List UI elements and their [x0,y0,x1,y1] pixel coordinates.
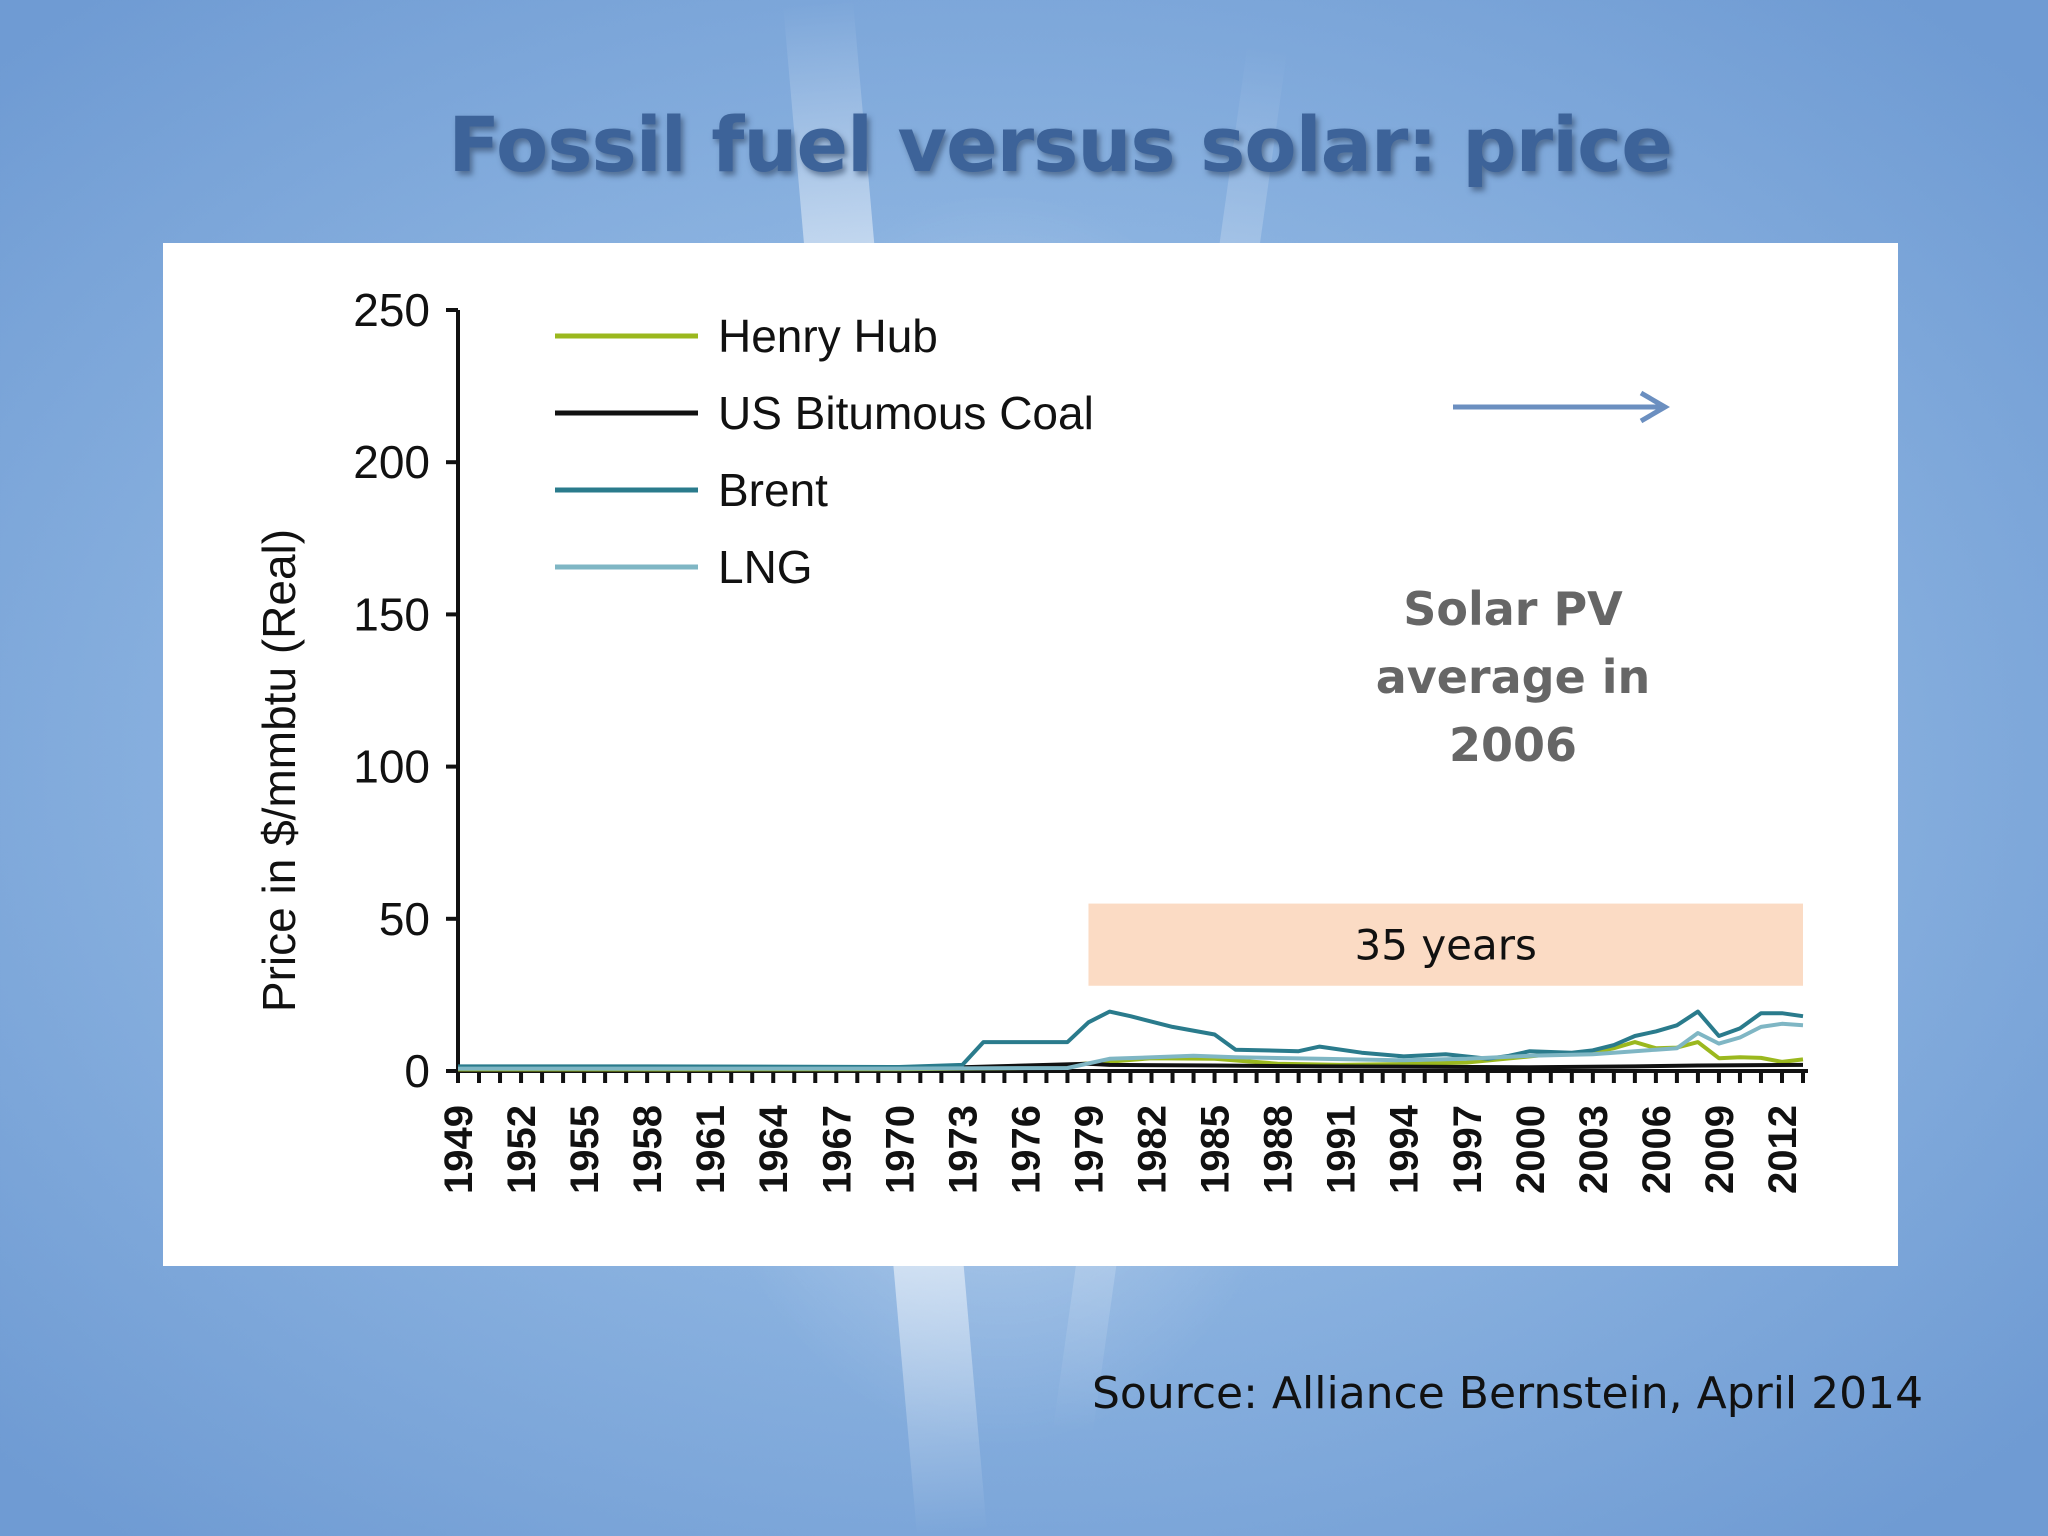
y-tick-label: 150 [353,588,430,640]
x-tick-label: 1961 [689,1105,733,1194]
band-label: 35 years [1355,921,1537,970]
x-tick-label: 1958 [626,1105,670,1194]
x-tick-label: 2012 [1761,1105,1805,1194]
solar-arrow-layer [1453,390,1670,424]
solar-arrow-head [1639,390,1670,424]
x-tick-label: 1949 [437,1105,481,1194]
x-tick-label: 1964 [752,1104,796,1194]
band-35-years [1088,903,1803,986]
solar-pv-annotation: Solar PV average in 2006 [1375,582,1651,772]
y-tick-label: 200 [353,436,430,488]
legend-label: Brent [718,464,828,516]
x-tick-label: 1997 [1446,1105,1490,1194]
x-tick-label: 1970 [878,1105,922,1194]
y-tick-label: 100 [353,741,430,793]
x-tick-label: 2006 [1635,1105,1679,1194]
x-tick-label: 1991 [1320,1105,1364,1194]
slide-title: Fossil fuel versus solar: price [448,100,1673,189]
x-tick-label: 2003 [1572,1105,1616,1194]
band-layer: 35 years [1088,903,1803,986]
y-tick-label: 250 [353,284,430,336]
x-tick-label: 1955 [563,1105,607,1194]
x-tick-label: 1988 [1257,1105,1301,1194]
axes-layer: 0 50 100 150 200 250 1949 1952 1955 1958 1961 1964 1… [253,284,1808,1194]
y-tick-label: 0 [404,1045,430,1097]
legend-label: US Bitumous Coal [718,387,1094,439]
x-tick-label: 1967 [815,1105,859,1194]
legend-label: LNG [718,541,813,593]
source-caption: Source: Alliance Bernstein, April 2014 [1092,1368,1924,1419]
series-layer [458,1009,1804,1072]
x-tick-label: 1979 [1067,1105,1111,1194]
x-tick-label: 2000 [1509,1105,1553,1194]
series-line-lng [458,1021,1804,1071]
price-chart: 35 years 0 50 100 150 200 250 1949 1952 1955 1958… [253,284,1808,1194]
y-tick-label: 50 [379,893,430,945]
x-tick-label: 2009 [1698,1105,1742,1194]
y-axis-label: Price in $/mmbtu (Real) [253,529,305,1012]
x-tick-label: 1994 [1383,1104,1427,1194]
x-tick-label: 1952 [500,1105,544,1194]
legend-label: Henry Hub [718,310,938,362]
x-tick-label: 1973 [941,1105,985,1194]
chart-panel: 35 years 0 50 100 150 200 250 1949 1952 1955 1958… [163,243,1898,1266]
x-tick-label: 1982 [1131,1105,1175,1194]
x-tick-label: 1985 [1194,1105,1238,1194]
x-tick-label: 1976 [1004,1105,1048,1194]
series-line-brent [458,1009,1804,1069]
legend: Henry Hub US Bitumous Coal Brent LNG [555,310,1094,593]
